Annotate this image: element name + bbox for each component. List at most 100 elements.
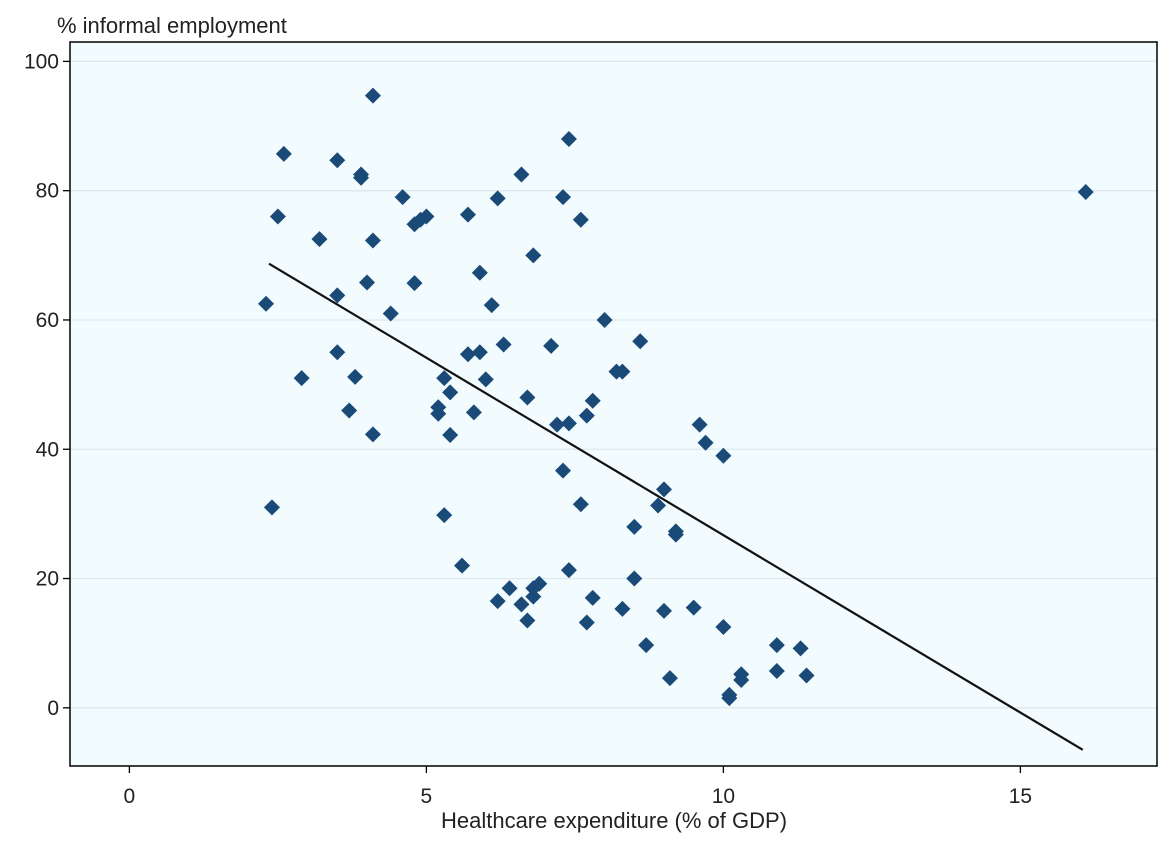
data-point (436, 370, 453, 387)
data-point (275, 145, 292, 162)
x-tick-label: 10 (712, 785, 735, 808)
data-point (572, 496, 589, 513)
data-point (364, 87, 381, 104)
data-point (471, 344, 488, 361)
y-axis-title: % informal employment (57, 13, 287, 38)
data-point (436, 507, 453, 524)
plot-frame (69, 41, 1158, 767)
data-point (560, 415, 577, 432)
data-points (258, 87, 1094, 707)
data-point (358, 274, 375, 291)
y-tick-label: 60 (36, 309, 59, 332)
data-point (442, 384, 459, 401)
data-point (560, 562, 577, 579)
data-point (525, 247, 542, 264)
data-point (667, 526, 684, 543)
data-point (715, 447, 732, 464)
data-point (768, 637, 785, 654)
data-point (269, 208, 286, 225)
data-point (596, 311, 613, 328)
y-tick-label: 100 (24, 50, 59, 73)
data-point (578, 614, 595, 631)
y-tick-label: 0 (47, 697, 59, 720)
data-point (792, 640, 809, 657)
data-point (364, 426, 381, 443)
data-point (471, 264, 488, 281)
data-point (555, 189, 572, 206)
data-point (293, 370, 310, 387)
data-point (364, 232, 381, 249)
data-point (584, 392, 601, 409)
data-point (655, 602, 672, 619)
data-point (341, 402, 358, 419)
data-point (263, 499, 280, 516)
y-tick-label: 40 (36, 438, 59, 461)
data-point (638, 637, 655, 654)
data-point (578, 407, 595, 424)
y-axis: 0 20 40 60 80 100 (24, 50, 70, 720)
data-point (543, 337, 560, 354)
x-tick-label: 0 (124, 785, 136, 808)
data-point (525, 588, 542, 605)
data-point (691, 416, 708, 433)
gridlines (70, 60, 1157, 709)
data-point (442, 427, 459, 444)
x-axis: 0 5 10 15 (124, 766, 1032, 808)
data-point (531, 575, 548, 592)
data-point (477, 371, 494, 388)
data-point (418, 208, 435, 225)
y-tick-label: 20 (36, 568, 59, 591)
data-point (721, 686, 738, 703)
data-point (489, 593, 506, 610)
data-point (406, 275, 423, 292)
data-point (459, 346, 476, 363)
data-point (519, 612, 536, 629)
y-tick-label: 80 (36, 180, 59, 203)
data-point (614, 600, 631, 617)
data-point (258, 295, 275, 312)
data-point (489, 190, 506, 207)
data-point (501, 580, 518, 597)
x-tick-label: 15 (1009, 785, 1032, 808)
data-point (329, 152, 346, 169)
data-point (661, 670, 678, 687)
data-point (329, 344, 346, 361)
data-point (465, 404, 482, 421)
data-point (733, 666, 750, 683)
data-point (655, 481, 672, 498)
data-point (798, 667, 815, 684)
data-point (353, 166, 370, 183)
data-point (495, 336, 512, 353)
data-point (513, 166, 530, 183)
fitted-regression-line (268, 262, 1084, 751)
data-point (572, 211, 589, 228)
data-point (632, 333, 649, 350)
x-tick-label: 5 (421, 785, 433, 808)
data-point (382, 305, 399, 322)
data-point (650, 497, 667, 514)
data-point (394, 189, 411, 206)
data-point (311, 231, 328, 248)
data-point (454, 557, 471, 574)
data-point (685, 599, 702, 616)
data-point (560, 130, 577, 147)
data-point (549, 416, 566, 433)
data-point (555, 462, 572, 479)
data-point (626, 518, 643, 535)
data-point (483, 297, 500, 314)
data-point (697, 434, 714, 451)
data-point (347, 368, 364, 385)
data-point (1077, 183, 1094, 200)
plot-area (70, 42, 1157, 766)
data-point (584, 589, 601, 606)
data-point (513, 596, 530, 613)
x-axis-title: Healthcare expenditure (% of GDP) (441, 808, 787, 833)
data-point (626, 570, 643, 587)
data-point (715, 619, 732, 636)
data-point (430, 405, 447, 422)
data-point (519, 389, 536, 406)
data-point (329, 287, 346, 304)
data-point (614, 363, 631, 380)
data-point (768, 662, 785, 679)
